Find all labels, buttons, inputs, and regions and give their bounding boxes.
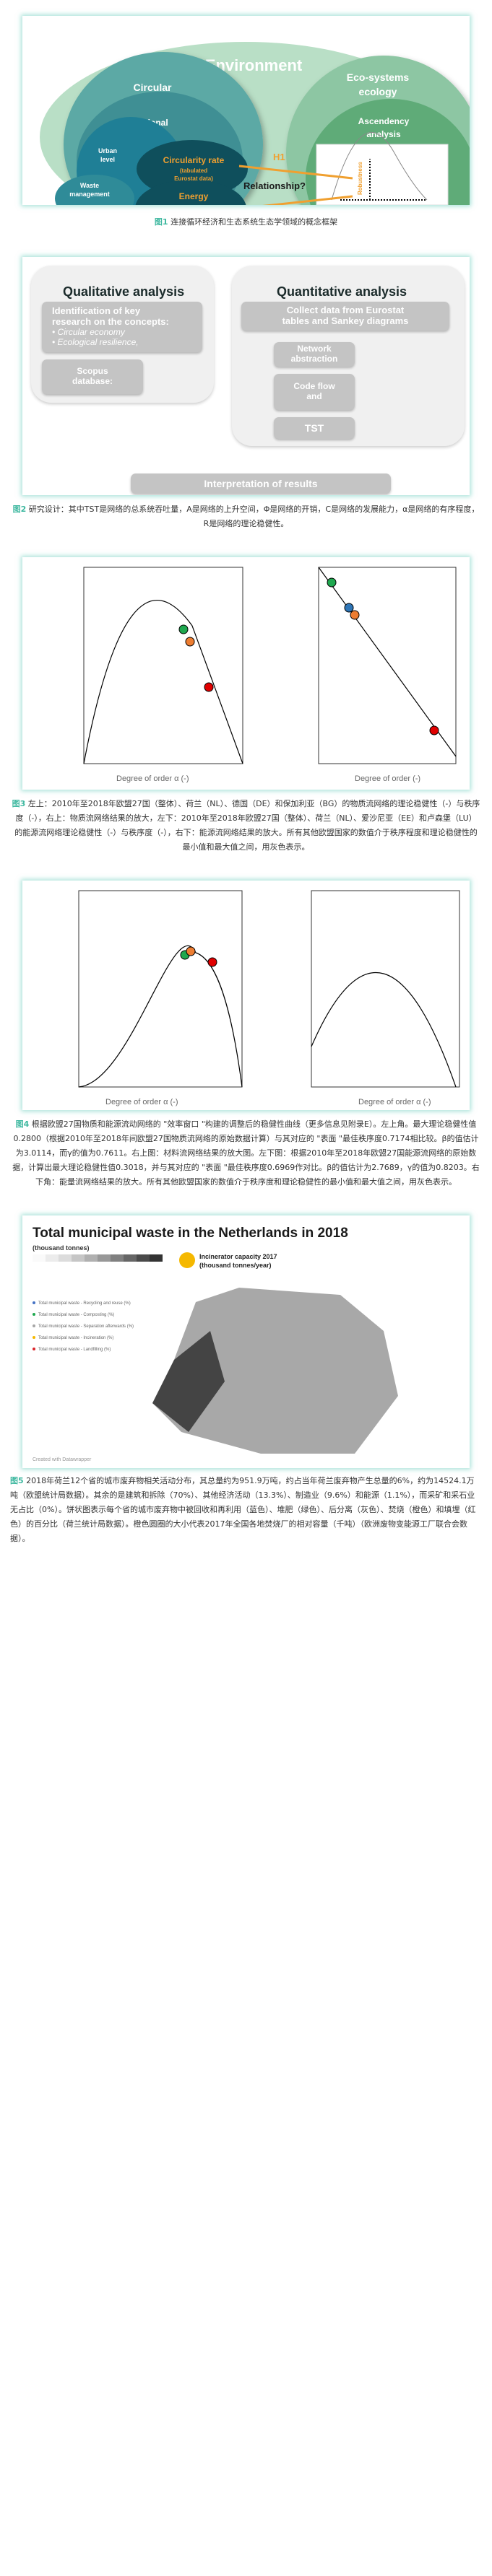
- point-bg: [204, 682, 214, 692]
- figure-3-robustness-charts: Degree of order α (-) Degree of order (-…: [22, 557, 470, 790]
- svg-text:Total municipal waste - Separa: Total municipal waste - Separation after…: [38, 1324, 134, 1329]
- robustness-scatter-charts: Degree of order α (-) Degree of order (-…: [22, 557, 470, 790]
- figure-2-caption: 图2 研究设计：其中TST是网络的总系统吞吐量，A是网络的上升空间，Φ是网络的开…: [12, 505, 480, 528]
- figure-5-caption: 图5 2018年荷兰12个省的城市废弃物相关活动分布，其总量约为951.9万吨，…: [10, 1476, 476, 1543]
- zoom-point-eu27: [344, 603, 354, 613]
- zoom-curve: [318, 567, 457, 757]
- svg-text:Degree of order α (-): Degree of order α (-): [358, 1098, 431, 1106]
- point-de: [178, 624, 189, 634]
- adjusted-zoom-curve: [311, 972, 457, 1088]
- svg-text:Ascendency: Ascendency: [358, 116, 410, 126]
- svg-text:Circular: Circular: [134, 82, 172, 93]
- qualitative-title: Qualitative analysis: [63, 284, 185, 299]
- point-bg: [207, 957, 217, 967]
- incinerator-legend-dot: [179, 1252, 195, 1268]
- svg-text:level: level: [100, 156, 115, 163]
- map-title: Total municipal waste in the Netherlands…: [33, 1226, 348, 1241]
- svg-text:Incinerator capacity 2017: Incinerator capacity 2017: [199, 1253, 277, 1260]
- svg-text:Waste: Waste: [80, 182, 99, 189]
- svg-text:Energy: Energy: [179, 191, 209, 201]
- zoom-point-de: [327, 577, 337, 588]
- tst-box: TST: [274, 417, 355, 439]
- svg-text:(thousand tonnes/year): (thousand tonnes/year): [199, 1262, 272, 1269]
- waste-management-ellipse: [55, 175, 134, 205]
- figure-4-adjusted-robustness: Degree of order α (-) Degree of order α …: [22, 881, 470, 1110]
- scopus-box: Scopus database:: [42, 359, 143, 394]
- identification-box: Identification of key research on the con…: [42, 302, 202, 352]
- svg-text:Total municipal waste - Recycl: Total municipal waste - Recycling and re…: [38, 1301, 131, 1306]
- svg-text:(thousand tonnes): (thousand tonnes): [33, 1244, 90, 1252]
- svg-text:Relationship?: Relationship?: [243, 180, 306, 191]
- svg-text:(tabulated: (tabulated: [180, 167, 207, 174]
- svg-text:Eco-systems: Eco-systems: [347, 71, 410, 83]
- svg-text:Total municipal waste - Landfi: Total municipal waste - Landfilling (%): [38, 1348, 111, 1352]
- svg-text:Circularity rate: Circularity rate: [163, 155, 225, 165]
- adjusted-zoom-plot: [311, 890, 460, 1088]
- adjusted-main-plot: [78, 890, 243, 1088]
- netherlands-waste-map: Total municipal waste in the Netherlands…: [22, 1215, 470, 1468]
- svg-text:Urban: Urban: [98, 147, 117, 154]
- collect-data-box: Collect data from Eurostat tables and San…: [241, 302, 449, 331]
- category-legend: Total municipal waste - Recycling and re…: [33, 1301, 134, 1352]
- code-flow-box: Code flow and: [274, 374, 355, 410]
- adjusted-robustness-charts: Degree of order α (-) Degree of order α …: [22, 881, 470, 1110]
- zoom-point-nl: [350, 610, 360, 620]
- conceptual-framework-diagram: Environment Circular economy National le…: [22, 16, 470, 205]
- figure-5-municipal-waste-map: Total municipal waste in the Netherlands…: [22, 1215, 470, 1468]
- figure-3-caption: 图3 左上：2010年至2018年欧盟27国（整体）、荷兰（NL）、德国（DE）…: [12, 799, 480, 852]
- figure-1-conceptual-framework: Environment Circular economy National le…: [22, 16, 470, 205]
- point-nl: [185, 637, 195, 647]
- h1-arrow: [238, 165, 353, 180]
- svg-text:Total municipal waste - Compos: Total municipal waste - Composting (%): [38, 1313, 114, 1317]
- article-page: Environment Circular economy National le…: [10, 16, 480, 1543]
- svg-text:Degree of order α (-): Degree of order α (-): [105, 1098, 178, 1106]
- quantitative-title: Quantitative analysis: [277, 284, 407, 299]
- network-abstraction-box: Network abstraction: [274, 342, 355, 367]
- zoom-point-bg: [429, 725, 439, 735]
- svg-text:analysis: analysis: [366, 129, 401, 139]
- svg-text:Total municipal waste - Incine: Total municipal waste - Incineration (%): [38, 1336, 113, 1340]
- datawrapper-credit: Created with Datawrapper: [33, 1457, 92, 1462]
- svg-text:Degree of order (-): Degree of order (-): [355, 774, 420, 783]
- svg-text:H1: H1: [273, 152, 285, 162]
- svg-text:Degree of order α (-): Degree of order α (-): [116, 774, 189, 783]
- interpretation-box: Interpretation of results: [131, 473, 391, 494]
- zuid-holland-region: [152, 1331, 225, 1432]
- material-main-plot: [83, 567, 243, 764]
- figure-4-caption: 图4 根据欧盟27国物质和能源流动网络的 "效率窗口 "构建的调整后的稳健性曲线…: [12, 1119, 480, 1187]
- material-zoom-plot: [318, 567, 457, 764]
- robustness-curve: [83, 600, 243, 764]
- svg-text:management: management: [69, 191, 110, 198]
- svg-text:Robustness: Robustness: [357, 162, 363, 195]
- figure-2-research-design: Qualitative analysis Identification of k…: [22, 257, 470, 495]
- svg-text:Eurostat data): Eurostat data): [174, 175, 213, 182]
- robustness-curve-inset: [316, 144, 449, 205]
- grayscale-legend: [33, 1254, 163, 1262]
- h2-arrow: [262, 195, 353, 205]
- point-nl: [186, 946, 196, 956]
- figure-1-caption: 图1 连接循环经济和生态系统生态学领域的概念框架: [154, 217, 338, 227]
- energy-efficiency-ellipse: [135, 180, 246, 205]
- netherlands-map-shape: [152, 1288, 398, 1454]
- svg-text:ecology: ecology: [359, 86, 397, 97]
- robustness-curve: [331, 132, 428, 201]
